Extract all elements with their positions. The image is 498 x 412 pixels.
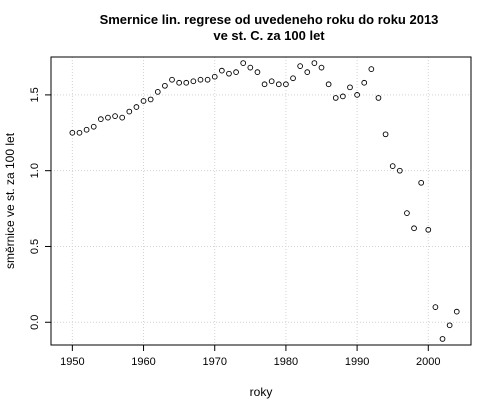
data-point [169,76,175,83]
data-point [297,63,304,69]
y-tick-label: 0.0 [29,315,41,330]
x-tick-label: 1970 [202,356,226,368]
data-point [347,84,353,91]
data-point [233,69,239,76]
y-tick-label: 1.0 [29,163,41,178]
data-point [112,113,118,119]
data-point [90,123,97,130]
data-point [290,75,296,82]
data-point [105,114,111,121]
x-tick-label: 1990 [345,356,369,368]
data-point [133,104,140,110]
data-point [332,95,339,101]
data-point [439,336,446,342]
data-point [247,64,254,71]
data-point [176,79,182,86]
data-point [97,116,104,122]
data-point [283,81,289,88]
data-point [126,108,133,115]
data-point [432,304,439,310]
data-point [162,82,168,89]
data-point [147,96,154,103]
data-point [183,79,190,86]
data-point [226,70,232,77]
data-point [240,60,247,66]
data-point [254,69,261,76]
data-point [396,167,403,174]
data-point [197,76,204,83]
data-point [418,179,425,186]
data-point [368,66,375,72]
data-point [190,78,197,85]
data-point [446,322,453,329]
data-point [453,308,460,315]
data-point [311,60,318,66]
data-point [411,225,417,232]
data-point [404,210,410,216]
y-tick-label: 0.5 [29,239,41,254]
data-point [83,126,90,133]
data-point [140,98,147,104]
x-tick-label: 1960 [131,356,155,368]
data-point [340,93,346,100]
data-points [69,60,460,342]
data-point [204,76,211,83]
data-point [218,67,225,74]
grid-lines [51,57,471,345]
data-point [354,92,360,98]
data-point [375,95,382,101]
x-tick-label: 1980 [274,356,298,368]
data-point [361,79,368,86]
data-point [211,73,218,80]
data-point [261,81,268,88]
data-point [325,81,332,88]
data-point [275,81,282,88]
data-point [154,89,161,95]
data-point [389,163,396,169]
chart-title-line-1: Smernice lin. regrese od uvedeneho roku … [99,12,439,27]
data-point [119,114,126,121]
x-tick-label: 1950 [60,356,84,368]
data-point [318,64,325,71]
y-axis-label: směrnice ve st. za 100 let [3,132,17,269]
x-axis-label: roky [250,385,273,399]
x-tick-label: 2000 [416,356,440,368]
plot-frame [50,56,472,346]
data-point [382,131,389,138]
chart-title-line-2: ve st. C. za 100 let [213,28,325,43]
data-point [268,78,275,85]
data-point [425,226,432,233]
y-axis: 0.0 0.5 1.0 1.5 [29,87,51,330]
y-tick-label: 1.5 [29,87,41,102]
data-point [69,129,76,136]
data-point [304,69,311,76]
data-point [76,129,83,136]
x-axis: 1950 1960 1970 1980 1990 2000 [60,345,441,368]
